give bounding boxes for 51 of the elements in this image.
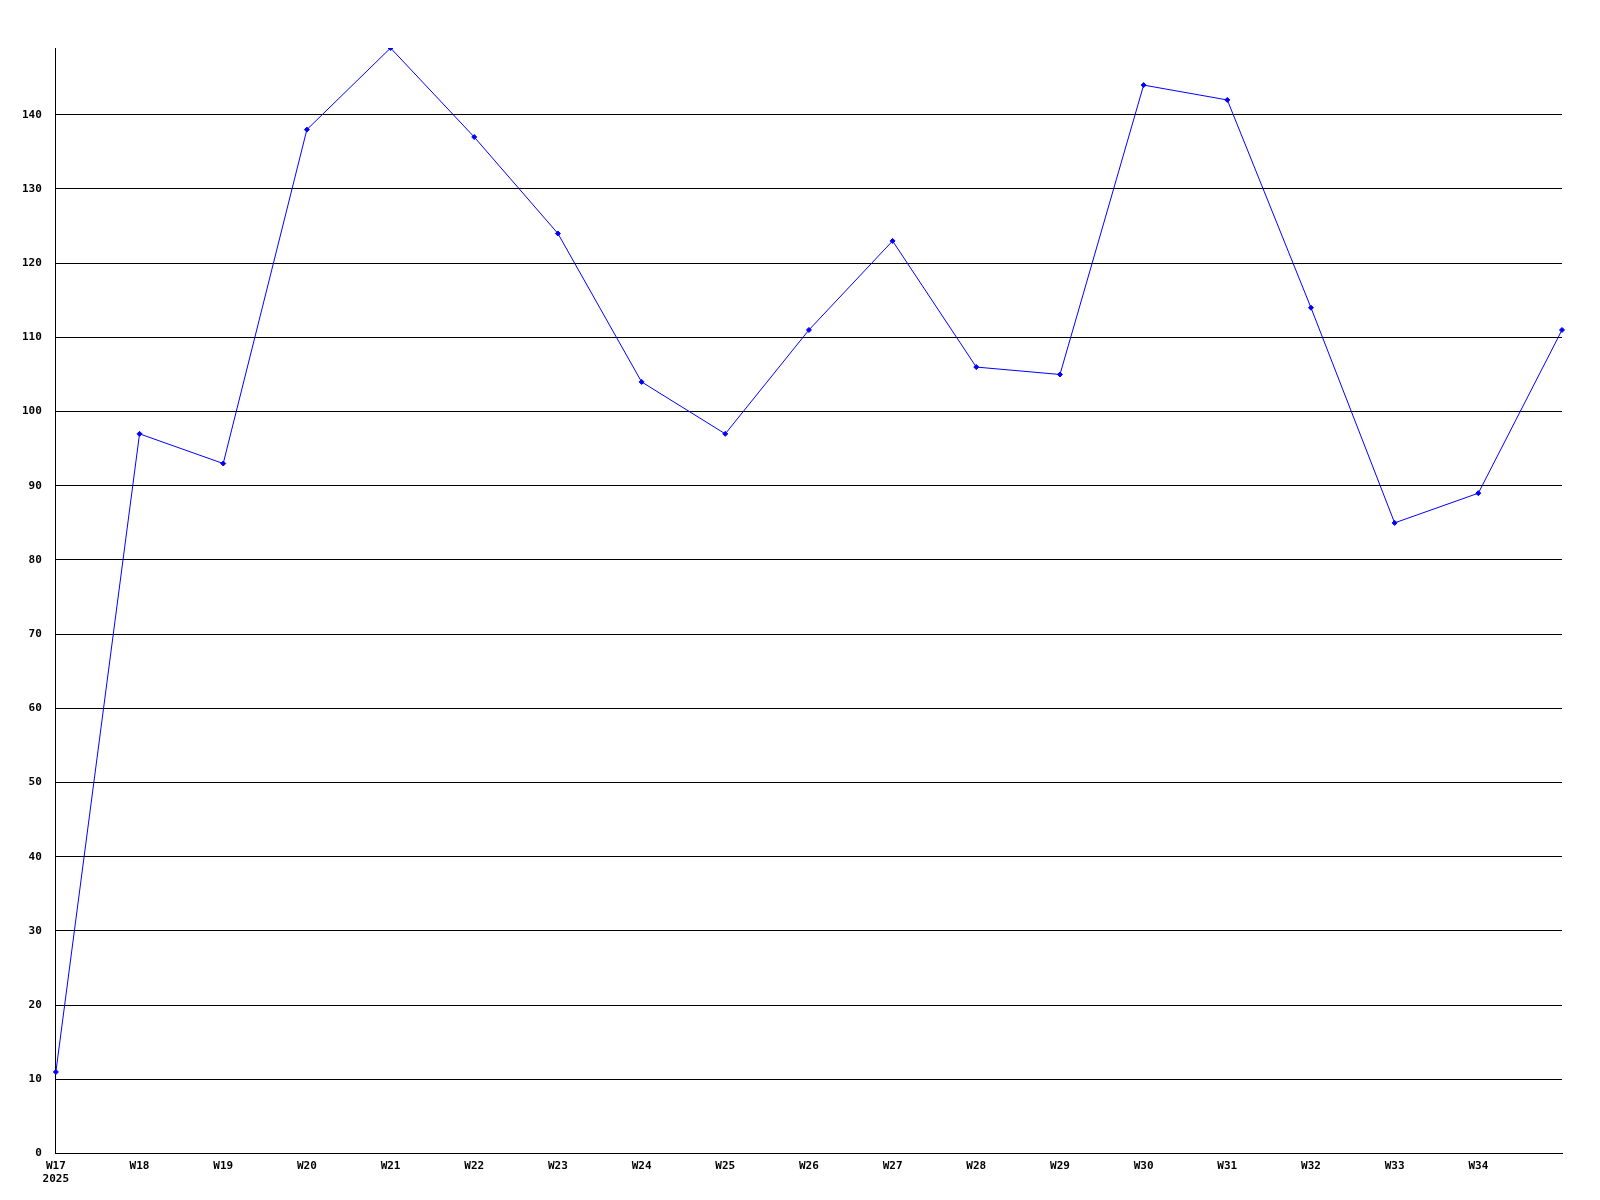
y-tick-label: 120 [21,256,42,270]
x-tick-label: W30 [1133,1159,1154,1173]
x-tick-label: W25 [715,1159,736,1173]
point [1224,96,1231,103]
y-tick-label: 90 [28,478,42,492]
x-tick-label: W24 [631,1159,652,1173]
x-tick-label: W19 [213,1159,234,1173]
point [805,326,812,333]
point [52,1068,59,1075]
point [136,430,143,437]
x-tick-label: W26 [799,1159,820,1173]
point [1391,519,1398,526]
y-tick-label: 20 [28,998,42,1012]
x-tick-label: W17 2025 [42,1159,70,1186]
y-tick-label: 70 [28,627,42,641]
y-tick-label: 80 [28,552,42,566]
point [1056,371,1063,378]
point [1140,82,1147,89]
point [722,430,729,437]
x-tick-label: W33 [1384,1159,1405,1173]
y-tick-label: 50 [28,775,42,789]
y-tick-label: 130 [21,181,42,195]
y-tick-label: 100 [21,404,42,418]
point [1559,326,1565,333]
point [1307,304,1314,311]
x-tick-label: W31 [1217,1159,1238,1173]
y-tick-label: 60 [28,701,42,715]
y-tick-label: 30 [28,923,42,937]
point [638,378,645,385]
point [889,237,896,244]
point [303,126,310,133]
x-tick-label: W23 [547,1159,568,1173]
y-tick-label: 140 [21,107,42,121]
x-tick-label: W32 [1301,1159,1321,1173]
x-tick-label: W22 [464,1159,485,1173]
x-tick-label: W34 [1468,1159,1489,1173]
point [220,460,227,467]
point [1475,490,1482,497]
x-tick-label: W28 [966,1159,987,1173]
x-tick-label: W21 [380,1159,401,1173]
x-tick-label: W27 [882,1159,903,1173]
point [973,364,980,371]
y-tick-label: 10 [28,1072,42,1086]
y-tick-label: 40 [28,849,42,863]
point [471,134,478,141]
x-tick-label: W29 [1050,1159,1070,1173]
y-tick-label: 110 [21,330,42,344]
y-tick-label: 0 [35,1146,42,1160]
point [554,230,561,237]
x-tick-label: W20 [296,1159,317,1173]
x-tick-label: W18 [129,1159,150,1173]
